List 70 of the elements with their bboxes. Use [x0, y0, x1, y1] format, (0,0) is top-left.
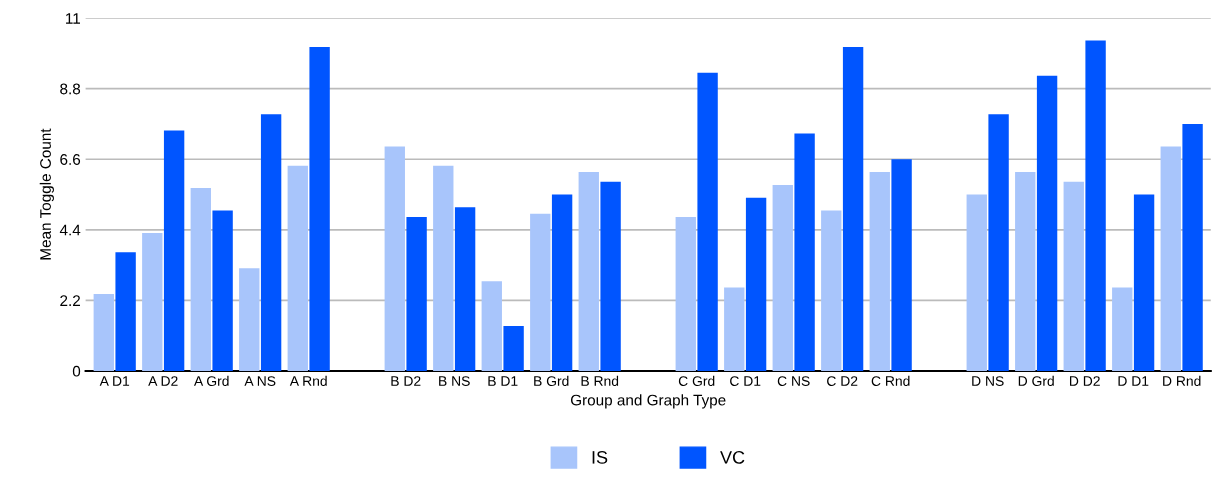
- bar: [1133, 194, 1155, 371]
- x-tick-label: D D2: [1069, 376, 1100, 386]
- y-tick-label: 4.4: [59, 224, 81, 236]
- bar: [481, 281, 502, 371]
- bar: [190, 188, 211, 371]
- bar: [988, 114, 1009, 371]
- x-tick-label: A D2: [148, 376, 178, 386]
- bar: [93, 293, 114, 371]
- x-tick-label: D Rnd: [1163, 375, 1201, 386]
- bar: [309, 47, 330, 371]
- y-tick-label: 6.6: [60, 154, 81, 165]
- bar: [1063, 181, 1084, 371]
- x-tick-label: C Rnd: [871, 375, 910, 386]
- y-axis-title: Mean Toggle Count: [39, 128, 54, 260]
- bar: [530, 213, 551, 371]
- x-tick-label: A D1: [99, 376, 130, 386]
- bar: [454, 207, 476, 371]
- bar: [966, 194, 987, 371]
- bar: [1160, 146, 1181, 371]
- x-tick-label: C Grd: [678, 375, 715, 386]
- bar: [842, 47, 864, 371]
- bar: [287, 165, 308, 371]
- x-tick-label: C D2: [827, 376, 858, 386]
- bar: [724, 287, 745, 371]
- bar: [163, 130, 185, 371]
- bar: [891, 159, 912, 371]
- y-tick-label: 0: [72, 365, 81, 377]
- x-tick-label: D NS: [972, 376, 1004, 386]
- x-tick-label: C NS: [777, 376, 810, 386]
- x-tick-label: A Grd: [193, 375, 229, 386]
- bar: [115, 252, 136, 371]
- x-tick-label: A Rnd: [289, 375, 327, 386]
- bar: [212, 210, 233, 371]
- bar: [260, 114, 282, 371]
- legend-label: IS: [592, 450, 608, 464]
- legend-label: VC: [720, 450, 745, 464]
- x-tick-label: D Grd: [1018, 375, 1054, 386]
- x-tick-label: B D2: [391, 376, 421, 386]
- x-tick-label: D D1: [1118, 376, 1149, 386]
- bar: [772, 184, 793, 371]
- bar: [551, 194, 573, 371]
- bar: [142, 233, 163, 371]
- x-tick-label: C D1: [730, 376, 761, 386]
- bar: [433, 165, 454, 371]
- bar: [1182, 123, 1203, 371]
- y-tick-label: 11: [66, 13, 80, 24]
- bar: [697, 72, 718, 371]
- x-tick-label: B Rnd: [581, 375, 619, 386]
- bar: [794, 133, 815, 371]
- bar: [406, 216, 427, 371]
- bar: [1112, 287, 1133, 371]
- bar: [1085, 40, 1106, 371]
- bar: [821, 210, 842, 371]
- bar: [578, 172, 599, 371]
- bar: [384, 146, 405, 371]
- x-tick-label: B Grd: [534, 375, 569, 386]
- x-tick-label: B D1: [488, 376, 518, 386]
- y-tick-label: 8.8: [60, 83, 81, 95]
- bar: [869, 172, 890, 371]
- bar: [745, 197, 767, 371]
- x-tick-label: A NS: [244, 376, 276, 386]
- y-tick-label: 2.2: [60, 295, 80, 306]
- x-tick-label: B NS: [439, 376, 470, 386]
- x-axis-title: Group and Graph Type: [570, 394, 726, 409]
- bar: [1036, 75, 1058, 371]
- bar: [1015, 172, 1036, 371]
- bar: [503, 326, 524, 371]
- bar: [239, 268, 260, 371]
- bar: [675, 216, 696, 371]
- bar: [600, 181, 621, 371]
